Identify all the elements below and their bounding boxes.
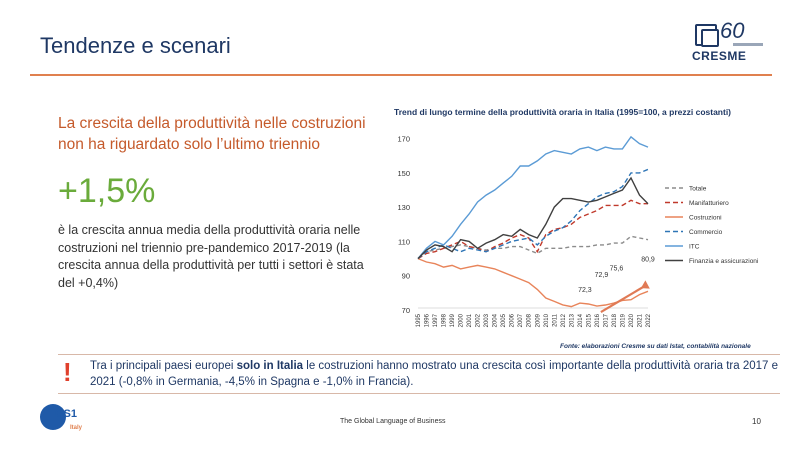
x-tick-label: 2022 bbox=[646, 313, 652, 327]
y-tick-label: 170 bbox=[397, 135, 410, 144]
y-tick-label: 110 bbox=[398, 237, 410, 246]
x-tick-label: 2017 bbox=[603, 313, 609, 327]
x-tick-label: 2008 bbox=[527, 313, 533, 327]
x-tick-label: 1997 bbox=[433, 313, 439, 327]
x-tick-label: 2016 bbox=[595, 313, 601, 327]
y-tick-label: 70 bbox=[402, 306, 410, 315]
series-line bbox=[417, 168, 649, 260]
x-tick-label: 2002 bbox=[476, 313, 482, 327]
legend-label: Finanzia e assicurazioni bbox=[689, 258, 758, 265]
big-number: +1,5% bbox=[58, 172, 156, 210]
headline: La crescita della produttività nelle cos… bbox=[58, 115, 366, 153]
growth-arrow-shaft bbox=[600, 284, 647, 314]
cresme-logo-tagline-bar bbox=[733, 43, 763, 46]
legend-label: Totale bbox=[689, 186, 707, 193]
series-line bbox=[417, 257, 649, 308]
data-label: 72,3 bbox=[578, 287, 592, 294]
x-tick-label: 2020 bbox=[629, 313, 635, 327]
x-tick-label: 1998 bbox=[442, 313, 448, 327]
cresme-logo-number: 60 bbox=[720, 18, 745, 43]
cresme-logo-icon-inner bbox=[701, 29, 719, 47]
gs1-logo-text: GS1 bbox=[55, 408, 78, 420]
series-line bbox=[417, 199, 648, 260]
x-tick-label: 2015 bbox=[586, 313, 592, 327]
x-tick-label: 2019 bbox=[620, 313, 626, 327]
growth-arrow-head bbox=[640, 280, 650, 289]
x-tick-label: 2003 bbox=[484, 313, 490, 327]
series-line bbox=[417, 176, 649, 260]
note-suffix: le costruzioni hanno mostrato una cresci… bbox=[90, 360, 779, 388]
x-tick-label: 1995 bbox=[416, 313, 422, 327]
note-bold: solo in Italia bbox=[236, 360, 304, 372]
x-tick-label: 2006 bbox=[510, 313, 516, 327]
series-line bbox=[417, 235, 649, 260]
gs1-logo-icon bbox=[40, 404, 66, 430]
data-label: 72,9 bbox=[595, 272, 609, 279]
legend-label: Commercio bbox=[689, 229, 723, 236]
y-tick-label: 90 bbox=[402, 272, 410, 281]
x-tick-label: 1999 bbox=[450, 313, 456, 327]
footer-text: The Global Language of Business bbox=[340, 418, 446, 425]
x-tick-label: 2010 bbox=[544, 313, 550, 327]
slide-title: Tendenze e scenari bbox=[40, 33, 231, 58]
note-text: Tra i principali paesi europei solo in I… bbox=[90, 358, 780, 390]
note-prefix: Tra i principali paesi europei bbox=[90, 360, 237, 372]
x-tick-label: 1996 bbox=[425, 313, 431, 327]
note-box bbox=[58, 354, 780, 394]
y-tick-label: 150 bbox=[397, 169, 410, 178]
x-tick-label: 2013 bbox=[569, 313, 575, 327]
x-tick-label: 2011 bbox=[552, 313, 558, 327]
x-tick-label: 2014 bbox=[578, 313, 584, 327]
legend-label: Costruzioni bbox=[689, 215, 722, 222]
chart-title: Trend di lungo termine della produttivit… bbox=[394, 107, 732, 117]
data-label: 80,9 bbox=[641, 256, 655, 263]
x-tick-label: 2005 bbox=[501, 313, 507, 327]
gs1-logo-sub: Italy bbox=[70, 425, 83, 431]
warning-icon: ! bbox=[63, 357, 72, 387]
chart-source: Fonte: elaborazioni Cresme su dati Istat… bbox=[560, 343, 751, 350]
data-label: 75,6 bbox=[610, 265, 624, 272]
x-tick-label: 2021 bbox=[637, 313, 643, 327]
y-tick-label: 130 bbox=[397, 203, 410, 212]
page-number: 10 bbox=[752, 417, 761, 426]
series-line bbox=[417, 135, 649, 260]
x-tick-label: 2009 bbox=[535, 313, 541, 327]
legend-label: ITC bbox=[689, 244, 700, 251]
x-tick-label: 2012 bbox=[561, 313, 567, 327]
productivity-line-chart: 70 90 110 130 150 170 1995 1996 1997 1998 1999 2000… bbox=[397, 135, 758, 328]
x-tick-label: 2004 bbox=[493, 313, 499, 327]
legend-label: Manifatturiero bbox=[689, 200, 729, 207]
x-tick-label: 2000 bbox=[459, 313, 465, 327]
description: è la crescita annua media della produtti… bbox=[58, 223, 364, 290]
cresme-logo-text: CRESME bbox=[692, 49, 747, 63]
title-divider bbox=[30, 74, 772, 76]
x-tick-label: 2018 bbox=[612, 313, 618, 327]
x-tick-label: 2007 bbox=[518, 313, 524, 327]
x-tick-label: 2001 bbox=[467, 313, 473, 327]
